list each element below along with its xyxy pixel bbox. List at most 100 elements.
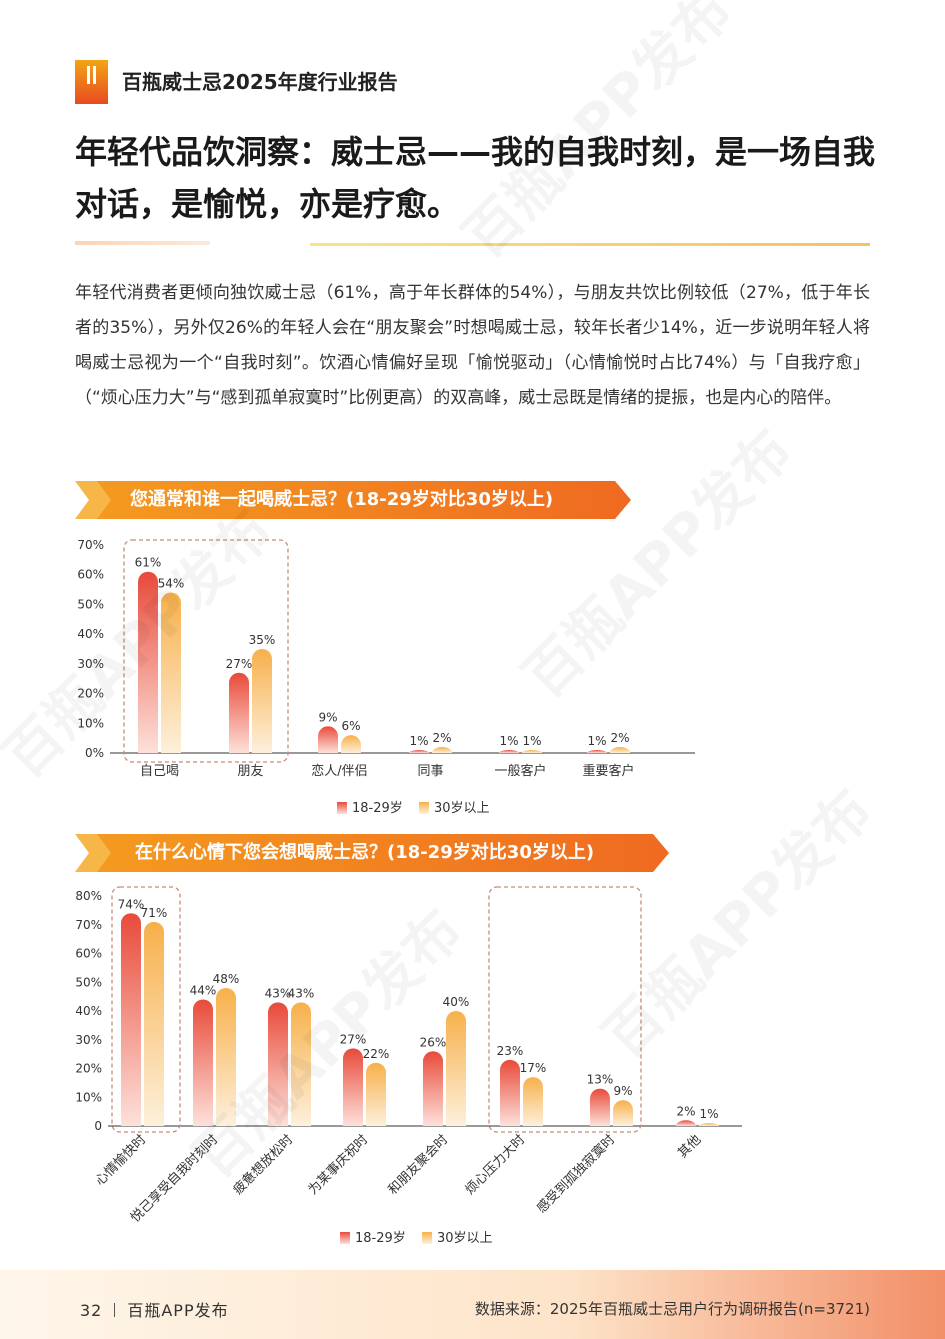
y-tick-label: 70%	[77, 538, 104, 552]
legend-label: 30岁以上	[434, 801, 490, 816]
highlight-box	[488, 886, 642, 1133]
bar-series1	[138, 571, 158, 753]
chart2-title: 在什么心情下您会想喝威士忌？(18-29岁对比30岁以上)	[135, 842, 595, 863]
y-tick-label: 10%	[75, 1090, 102, 1104]
bar-series2	[341, 735, 362, 753]
legend-label: 30岁以上	[437, 1231, 493, 1246]
x-tick-label: 自己喝	[140, 764, 179, 779]
y-tick-label: 40%	[75, 1004, 102, 1018]
data-label: 61%	[135, 556, 162, 570]
bar-series1	[587, 750, 607, 753]
data-label: 40%	[443, 995, 470, 1009]
y-tick-label: 50%	[75, 975, 102, 989]
y-tick-label: 10%	[77, 716, 104, 730]
data-label: 9%	[318, 710, 337, 724]
data-label: 1%	[522, 734, 541, 748]
bar-series2	[291, 1002, 311, 1126]
bar-series1	[499, 750, 519, 753]
data-label: 13%	[587, 1073, 614, 1087]
data-label: 22%	[363, 1047, 390, 1061]
bar-series2	[216, 988, 236, 1126]
x-tick-label: 恋人/伴侣	[311, 763, 367, 779]
bar-series2	[610, 747, 630, 753]
chart1-who-drink-with: 0% 10% 20% 30% 40% 50% 60% 70% 61% 54% 自己喝 27% 35% 朋友…	[77, 538, 695, 816]
legend-swatch-series2	[422, 1232, 432, 1244]
data-label: 71%	[141, 906, 168, 920]
y-tick-label: 50%	[77, 597, 104, 611]
x-tick-label: 朋友	[237, 763, 263, 779]
x-tick-label: 重要客户	[582, 763, 634, 779]
title-divider-right	[310, 243, 870, 246]
bar-series1	[229, 672, 249, 753]
bar-series2	[523, 1077, 543, 1126]
bar-series1	[343, 1048, 363, 1126]
bar-series1	[121, 913, 141, 1126]
data-label: 43%	[265, 986, 292, 1000]
x-tick-label: 为某事庆祝时	[306, 1132, 372, 1198]
bar-series1	[590, 1088, 610, 1126]
data-label: 6%	[341, 719, 360, 733]
bar-series1	[409, 750, 429, 753]
bar-series1	[676, 1120, 696, 1126]
footer-publisher: 百瓶APP发布	[127, 1301, 229, 1320]
page-footer: 32 百瓶APP发布 数据来源：2025年百瓶威士忌用户行为调研报告(n=3721…	[0, 1270, 945, 1339]
bar-series2	[432, 747, 452, 753]
title-divider-left	[75, 241, 210, 245]
y-tick-label: 20%	[77, 687, 104, 701]
x-tick-label: 一般客户	[494, 763, 546, 779]
data-label: 27%	[226, 657, 253, 671]
legend-swatch-series2	[419, 802, 429, 814]
data-label: 27%	[340, 1032, 367, 1046]
chart2-banner	[75, 834, 669, 872]
y-tick-label: 80%	[75, 889, 102, 903]
data-label: 23%	[497, 1044, 524, 1058]
chart2-mood-to-drink: 010%20%30%40%50%60%70%80%74%71%心情愉快时44%4…	[75, 886, 742, 1246]
y-tick-label: 60%	[77, 568, 104, 582]
data-label: 17%	[520, 1061, 547, 1075]
chart1-title: 您通常和谁一起喝威士忌？(18-29岁对比30岁以上)	[130, 489, 554, 510]
y-tick-label: 40%	[77, 627, 104, 641]
bar-series1	[193, 999, 213, 1126]
y-tick-label: 30%	[77, 657, 104, 671]
highlight-box	[123, 539, 289, 763]
bar-series1	[500, 1059, 520, 1126]
bar-series2	[522, 750, 542, 753]
report-logo-mark	[75, 60, 108, 104]
x-tick-label: 同事	[417, 764, 443, 779]
data-label: 1%	[409, 734, 428, 748]
x-tick-label: 心情愉快时	[92, 1132, 149, 1189]
bar-series2	[366, 1062, 387, 1126]
bar-series1	[423, 1051, 443, 1126]
x-tick-label: 其他	[675, 1132, 704, 1161]
bar-series1	[318, 726, 338, 753]
y-tick-label: 20%	[75, 1062, 102, 1076]
chart1-banner	[75, 481, 631, 519]
data-label: 9%	[613, 1084, 632, 1098]
data-label: 48%	[213, 972, 240, 986]
y-tick-label: 0	[94, 1119, 102, 1133]
legend-swatch-series1	[337, 802, 347, 814]
intro-paragraph: 年轻代消费者更倾向独饮威士忌（61%，高于年长群体的54%），与朋友共饮比例较低…	[75, 283, 870, 408]
x-tick-label: 感受到孤独寂寞时	[533, 1132, 618, 1217]
bar-series2	[613, 1100, 633, 1126]
data-label: 54%	[158, 577, 185, 591]
y-tick-label: 0%	[85, 746, 104, 760]
data-label: 1%	[587, 734, 606, 748]
legend-swatch-series1	[340, 1232, 350, 1244]
data-label: 2%	[676, 1104, 695, 1118]
data-label: 35%	[249, 633, 276, 647]
data-source: 数据来源：2025年百瓶威士忌用户行为调研报告(n=3721)	[474, 1300, 870, 1318]
data-label: 1%	[499, 734, 518, 748]
bar-series2	[252, 649, 272, 753]
footer-left: 32 百瓶APP发布	[80, 1297, 229, 1321]
bar-series2	[144, 921, 164, 1126]
x-tick-label: 和朋友聚会时	[385, 1132, 451, 1198]
page-title: 年轻代品饮洞察：威士忌——我的自我时刻，是一场自我对话，是愉悦，亦是疗愈。	[75, 133, 876, 223]
data-label: 2%	[432, 731, 451, 745]
legend-label: 18-29岁	[355, 1231, 406, 1246]
data-label: 26%	[420, 1035, 447, 1049]
bar-series2	[699, 1123, 719, 1126]
highlight-box	[111, 886, 181, 1133]
bar-series2	[161, 592, 181, 753]
bar-series2	[446, 1011, 466, 1126]
